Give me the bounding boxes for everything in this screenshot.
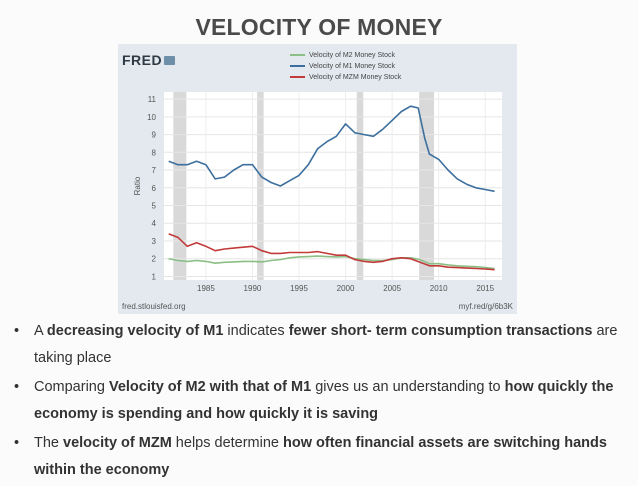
bullet-text: helps determine [171, 435, 284, 451]
bullet-text: A [34, 323, 47, 339]
bullet-list: • A decreasing velocity of M1 indicates f… [14, 318, 629, 486]
x-tick-label: 2005 [383, 284, 401, 293]
recession-band [419, 92, 435, 280]
legend-item-m2: Velocity of M2 Money Stock [290, 50, 401, 61]
bullet-bold-text: velocity of MZM [63, 435, 172, 451]
legend-swatch-m1 [290, 65, 305, 68]
bullet-item: • The velocity of MZM helps determine how… [14, 430, 629, 484]
legend-swatch-mzm [290, 76, 305, 79]
y-tick-label: 6 [152, 184, 157, 193]
fred-chart-icon [164, 56, 176, 65]
y-tick-label: 3 [152, 237, 157, 246]
bullet-bold-text: decreasing velocity of M1 [46, 323, 224, 339]
plot-area [164, 92, 502, 280]
legend-item-mzm: Velocity of MZM Money Stock [290, 72, 401, 83]
bullet-dot: • [14, 323, 20, 339]
bullet-text: The [34, 435, 64, 451]
bullet-dot: • [14, 379, 20, 395]
bullet-text: indicates [223, 323, 289, 339]
y-tick-label: 9 [152, 131, 157, 140]
bullet-bold-text: how often financial assets are switching… [34, 435, 607, 478]
recession-band [257, 92, 264, 280]
x-tick-label: 2015 [476, 284, 494, 293]
y-tick-label: 2 [152, 255, 157, 264]
recession-band [356, 92, 364, 280]
legend-label-mzm: Velocity of MZM Money Stock [309, 74, 402, 81]
bullet-text: are taking place [34, 323, 618, 366]
recession-band [173, 92, 187, 280]
bullet-item: • Comparing Velocity of M2 with that of M… [14, 374, 629, 428]
bullet-bold-text: fewer short- term consumption transactio… [288, 323, 593, 339]
bullet-dot: • [14, 435, 20, 451]
bullet-bold-text: how quickly the economy is spending and … [34, 379, 614, 422]
bullet-item: • A decreasing velocity of M1 indicates f… [14, 318, 629, 372]
x-tick-label: 1985 [197, 284, 215, 293]
fred-chart-panel: 1 2 3 4 5 6 7 8 9 10 11 1985 1990 1995 2000 2005 2010 201… [118, 44, 517, 314]
chart-legend: Velocity of M2 Money Stock Velocity of M… [290, 50, 401, 83]
fred-logo-text: FRED [122, 52, 163, 68]
velocity-line-chart: 1 2 3 4 5 6 7 8 9 10 11 1985 1990 1995 2000 2005 2010 201… [133, 92, 502, 293]
y-axis-label: Ratio [133, 176, 142, 195]
y-tick-label: 7 [152, 166, 157, 175]
y-tick-label: 8 [152, 148, 157, 157]
fred-logo: FRED [122, 52, 176, 68]
bullet-bold-text: Velocity of M2 with that of M1 [108, 379, 312, 395]
x-tick-label: 2010 [430, 284, 448, 293]
short-link: myf.red/g/6b3K [458, 302, 513, 311]
legend-item-m1: Velocity of M1 Money Stock [290, 61, 401, 72]
legend-label-m2: Velocity of M2 Money Stock [309, 52, 395, 59]
x-tick-label: 1995 [290, 284, 308, 293]
x-tick-label: 2000 [337, 284, 355, 293]
y-tick-label: 10 [147, 113, 156, 122]
slide-title: VELOCITY OF MONEY [195, 14, 443, 40]
y-tick-label: 4 [152, 219, 157, 228]
source-url: fred.stlouisfed.org [122, 302, 186, 311]
y-tick-label: 5 [152, 202, 157, 211]
bullet-text: Comparing [34, 379, 109, 395]
legend-swatch-m2 [290, 54, 305, 57]
series-line-m2 [168, 255, 495, 270]
x-tick-label: 1990 [244, 284, 262, 293]
bullet-text: gives us an understanding to [311, 379, 505, 395]
series-line-m1 [168, 105, 495, 193]
y-tick-label: 11 [148, 95, 157, 104]
y-tick-label: 1 [152, 272, 157, 281]
series-line-mzm [168, 233, 495, 271]
legend-label-m1: Velocity of M1 Money Stock [309, 63, 395, 70]
